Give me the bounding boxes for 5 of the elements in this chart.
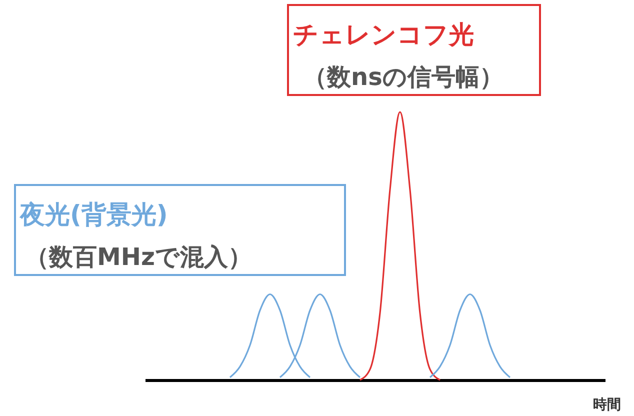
annotation: （数百MHzで混入）: [25, 243, 252, 271]
text: チェレンコフ光: [293, 20, 474, 49]
x-axis-title: 時間: [593, 397, 621, 413]
text: （数nsの信号幅）: [303, 63, 504, 91]
text: 夜光(背景光): [19, 200, 168, 229]
